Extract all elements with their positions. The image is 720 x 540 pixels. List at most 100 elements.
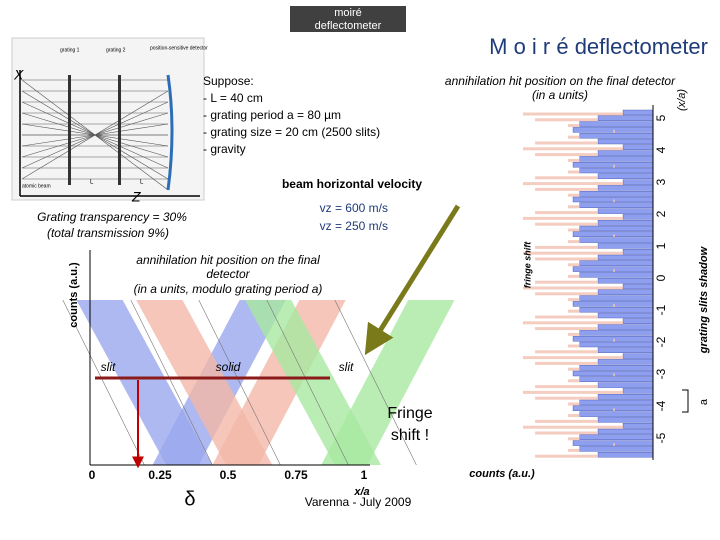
hist-bar [535,454,598,458]
hist-bar [613,443,615,447]
hist-bar [579,167,654,174]
hist-bar [597,428,654,435]
hist-bar [579,121,654,127]
x-tick-label: 0.5 [220,468,237,482]
hist-bar [597,185,654,191]
hist-bar [535,118,598,122]
hist-bar [579,399,654,406]
hist-bar [568,344,580,348]
axis-label: Z [131,189,141,205]
hist-bar [597,312,654,319]
hist-bar [613,303,615,307]
hist-bar [579,434,654,440]
suppose-line: - L = 40 cm [203,91,263,105]
hist-bar [613,373,615,377]
x-tick-label: 0.25 [148,468,172,482]
x-tick-label: 0 [89,468,96,482]
y-tick-label: 4 [654,146,668,153]
y-tick-label: -3 [654,368,668,379]
hist-bar [622,214,654,220]
y-label: counts (a.u.) [68,262,80,328]
left-plot [62,250,455,466]
hist-bar [579,446,654,452]
hist-bar [613,129,615,133]
hist-edge [62,299,145,466]
diagram-label: grating 1 [60,47,80,53]
tab [290,6,406,32]
tab-text: deflectometer [315,20,382,32]
hist-bar [535,361,598,365]
hist-bar [597,452,654,458]
hist-edge [266,299,349,466]
footer: Varenna - July 2009 [305,495,412,509]
fringe-text: shift ! [391,427,429,444]
hist-bar [568,448,580,452]
hist-bar [579,202,654,209]
hist-bar [535,211,598,215]
hist-bar [568,298,580,302]
y-tick-label: -1 [654,304,668,315]
hist-bar [613,234,615,238]
hist-bar [535,431,598,435]
region-label: solid [216,360,241,374]
hist-bar [579,132,654,139]
velocity-line: vz = 600 m/s [320,201,388,215]
hist-bar [613,338,615,342]
transparency: Grating transparency = 30% [37,210,187,224]
hist-bar [535,419,598,423]
y-tick-label: 5 [654,114,668,121]
hist-bar [535,350,598,354]
hist-bar [568,414,580,418]
hist-bar [535,176,598,180]
left-title: detector [206,267,250,281]
hist-bar [597,150,654,156]
right-title: annihilation hit position on the final d… [445,74,676,88]
hist-bar [523,425,623,429]
hist-bar [622,423,654,429]
suppose-line: - grating size = 20 cm (2500 slits) [203,125,380,139]
hist-bar [568,332,580,336]
hist-bar [622,353,654,359]
hist-edge [334,299,417,466]
shadow-label: grating slits shadow [698,245,710,354]
hist-bar [523,216,623,220]
hist-bar [597,289,654,295]
y-tick-label: 3 [654,178,668,185]
right-title: (in a units) [532,88,588,102]
hist-bar [523,112,623,116]
hist-bar [535,327,598,331]
diagram-label: L [140,180,144,186]
region-label: slit [339,360,354,374]
title: M o i r é deflectometer [489,34,708,59]
hist-bar [568,124,580,128]
hist-bar [523,286,623,290]
hist-bar [622,109,654,116]
delta: δ [184,488,195,510]
axis-label: X [13,67,24,83]
hist-bar [622,283,654,290]
hist-bar [579,365,654,371]
hist-bar [597,173,654,180]
hist-bar [535,257,598,261]
hist-bar [523,251,623,255]
x-label: x/a [353,486,369,498]
y-tick-label: 2 [654,210,668,217]
hist-bar [579,376,654,382]
hist-bar [568,274,580,278]
region-label: slit [101,360,116,374]
axis-label: (x/a) [676,89,688,111]
hist-bar [535,245,598,249]
hist-bar [579,225,654,232]
hist-bar [568,263,580,267]
left-title: (in a units, modulo grating period a) [134,282,323,296]
arrow [364,204,461,356]
hist-bar [579,330,654,336]
hist-bar [613,164,615,168]
hist-bar [579,411,654,417]
hist-bar [568,240,580,244]
y-tick-label: -5 [654,432,668,443]
hist-bar [613,199,615,203]
diagram-label: L [90,180,94,186]
hist-bar [597,417,654,423]
